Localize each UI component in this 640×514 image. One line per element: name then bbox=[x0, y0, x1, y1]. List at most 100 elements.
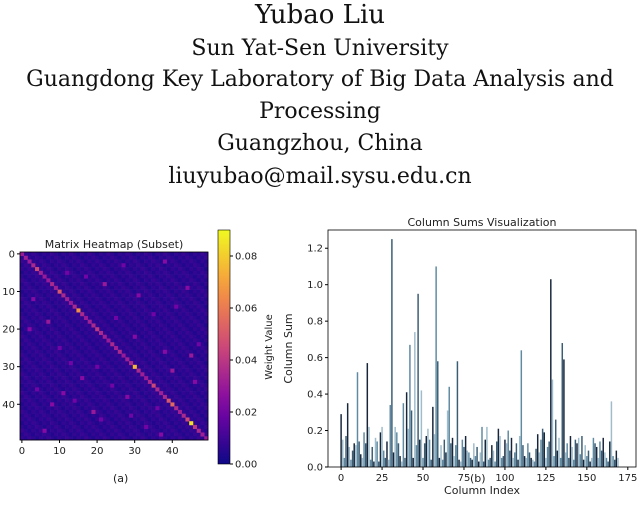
heatmap-cell bbox=[159, 357, 164, 362]
heatmap-cell bbox=[57, 383, 62, 388]
heatmap-cell bbox=[166, 413, 171, 418]
heatmap-cell bbox=[27, 274, 32, 279]
heatmap-cell bbox=[80, 346, 85, 351]
heatmap-cell bbox=[125, 346, 130, 351]
heatmap-cell bbox=[196, 308, 201, 313]
heatmap-cell bbox=[192, 436, 198, 441]
heatmap-cell bbox=[38, 259, 43, 264]
heatmap-cell bbox=[155, 289, 160, 294]
heatmap-cell bbox=[159, 267, 164, 272]
heatmap-cell bbox=[27, 338, 32, 343]
heatmap-cell-diagonal bbox=[31, 263, 36, 268]
bar bbox=[559, 457, 562, 467]
bar bbox=[473, 443, 475, 467]
heatmap-cell bbox=[65, 398, 70, 403]
heatmap-cell bbox=[20, 297, 25, 302]
bar bbox=[477, 461, 480, 467]
heatmap-cell bbox=[181, 406, 186, 411]
heatmap-cell bbox=[177, 278, 182, 283]
bar bbox=[563, 359, 565, 467]
heatmap-cell-offdiag bbox=[151, 312, 156, 317]
heatmap-cell bbox=[140, 323, 145, 328]
heatmap-cell bbox=[98, 308, 104, 313]
heatmap-cell bbox=[65, 402, 70, 407]
heatmap-cell bbox=[27, 342, 32, 347]
heatmap-cell bbox=[23, 297, 28, 302]
heatmap-cell bbox=[38, 428, 43, 433]
heatmap-cell bbox=[23, 334, 28, 339]
heatmap-cell bbox=[68, 379, 73, 384]
heatmap-cell bbox=[155, 267, 160, 272]
heatmap-cell-diagonal bbox=[170, 402, 175, 407]
heatmap-cell bbox=[185, 330, 190, 336]
heatmap-cell bbox=[23, 402, 28, 407]
heatmap-cell bbox=[185, 315, 190, 320]
heatmap-cell bbox=[114, 413, 119, 418]
heatmap-cell bbox=[20, 259, 25, 264]
heatmap-cell bbox=[95, 338, 100, 343]
heatmap-cell bbox=[80, 267, 85, 272]
heatmap-cell bbox=[42, 323, 47, 328]
heatmap-cell bbox=[102, 424, 107, 430]
heatmap-cell bbox=[31, 285, 36, 290]
heatmap-cell bbox=[159, 368, 164, 373]
heatmap-cell bbox=[57, 398, 62, 403]
heatmap-cell bbox=[35, 259, 40, 264]
heatmap-cell bbox=[50, 383, 55, 388]
heatmap-cell bbox=[129, 267, 134, 272]
heatmap-cell bbox=[144, 323, 149, 328]
heatmap-cell bbox=[125, 274, 130, 279]
bar bbox=[569, 436, 572, 467]
heatmap-cell bbox=[31, 338, 36, 343]
heatmap-chart: Matrix Heatmap (Subset)0 10 20 30 4001020304… bbox=[2, 229, 275, 471]
heatmap-cell bbox=[72, 297, 77, 302]
heatmap-cell bbox=[57, 387, 62, 392]
heatmap-cell bbox=[57, 334, 62, 339]
heatmap-cell bbox=[170, 421, 175, 426]
heatmap-cell bbox=[20, 308, 25, 313]
bar bbox=[381, 426, 383, 467]
heatmap-cell bbox=[140, 406, 145, 411]
heatmap-cell bbox=[162, 387, 167, 392]
heatmap-cell bbox=[68, 406, 73, 411]
bar bbox=[443, 439, 446, 467]
heatmap-cell bbox=[117, 353, 122, 358]
heatmap-cell bbox=[87, 379, 92, 384]
heatmap-cell bbox=[162, 421, 167, 426]
heatmap-cell bbox=[106, 424, 111, 430]
bar bbox=[358, 441, 360, 467]
heatmap-cell bbox=[181, 394, 186, 399]
heatmap-cell bbox=[110, 285, 115, 290]
heatmap-cell-diagonal bbox=[136, 368, 141, 373]
bar bbox=[346, 403, 349, 467]
heatmap-cell bbox=[132, 417, 137, 422]
heatmap-cell bbox=[136, 330, 141, 336]
heatmap-cell bbox=[159, 319, 164, 324]
heatmap-cell bbox=[192, 252, 198, 257]
heatmap-cell bbox=[38, 282, 43, 287]
bar-y-tick-label: 1.0 bbox=[307, 280, 323, 291]
heatmap-cell bbox=[204, 349, 209, 354]
heatmap-cell bbox=[106, 304, 111, 309]
heatmap-cell bbox=[87, 285, 92, 290]
heatmap-cell bbox=[159, 364, 164, 369]
heatmap-cell bbox=[20, 413, 25, 418]
heatmap-cell bbox=[136, 372, 141, 377]
heatmap-cell bbox=[42, 424, 47, 430]
heatmap-cell bbox=[65, 368, 70, 373]
heatmap-cell bbox=[200, 428, 205, 433]
heatmap-cell bbox=[144, 409, 149, 414]
bar bbox=[548, 441, 550, 467]
heatmap-cell bbox=[196, 304, 201, 309]
heatmap-cell bbox=[136, 334, 141, 339]
heatmap-cell bbox=[68, 323, 73, 328]
heatmap-cell bbox=[117, 338, 122, 343]
heatmap-cell bbox=[53, 327, 58, 332]
heatmap-cell bbox=[151, 263, 156, 268]
heatmap-cell bbox=[110, 436, 115, 441]
heatmap-cell bbox=[46, 252, 51, 257]
heatmap-cell bbox=[38, 357, 43, 362]
bar bbox=[353, 443, 355, 467]
heatmap-cell bbox=[20, 387, 25, 392]
heatmap-cell bbox=[87, 372, 92, 377]
